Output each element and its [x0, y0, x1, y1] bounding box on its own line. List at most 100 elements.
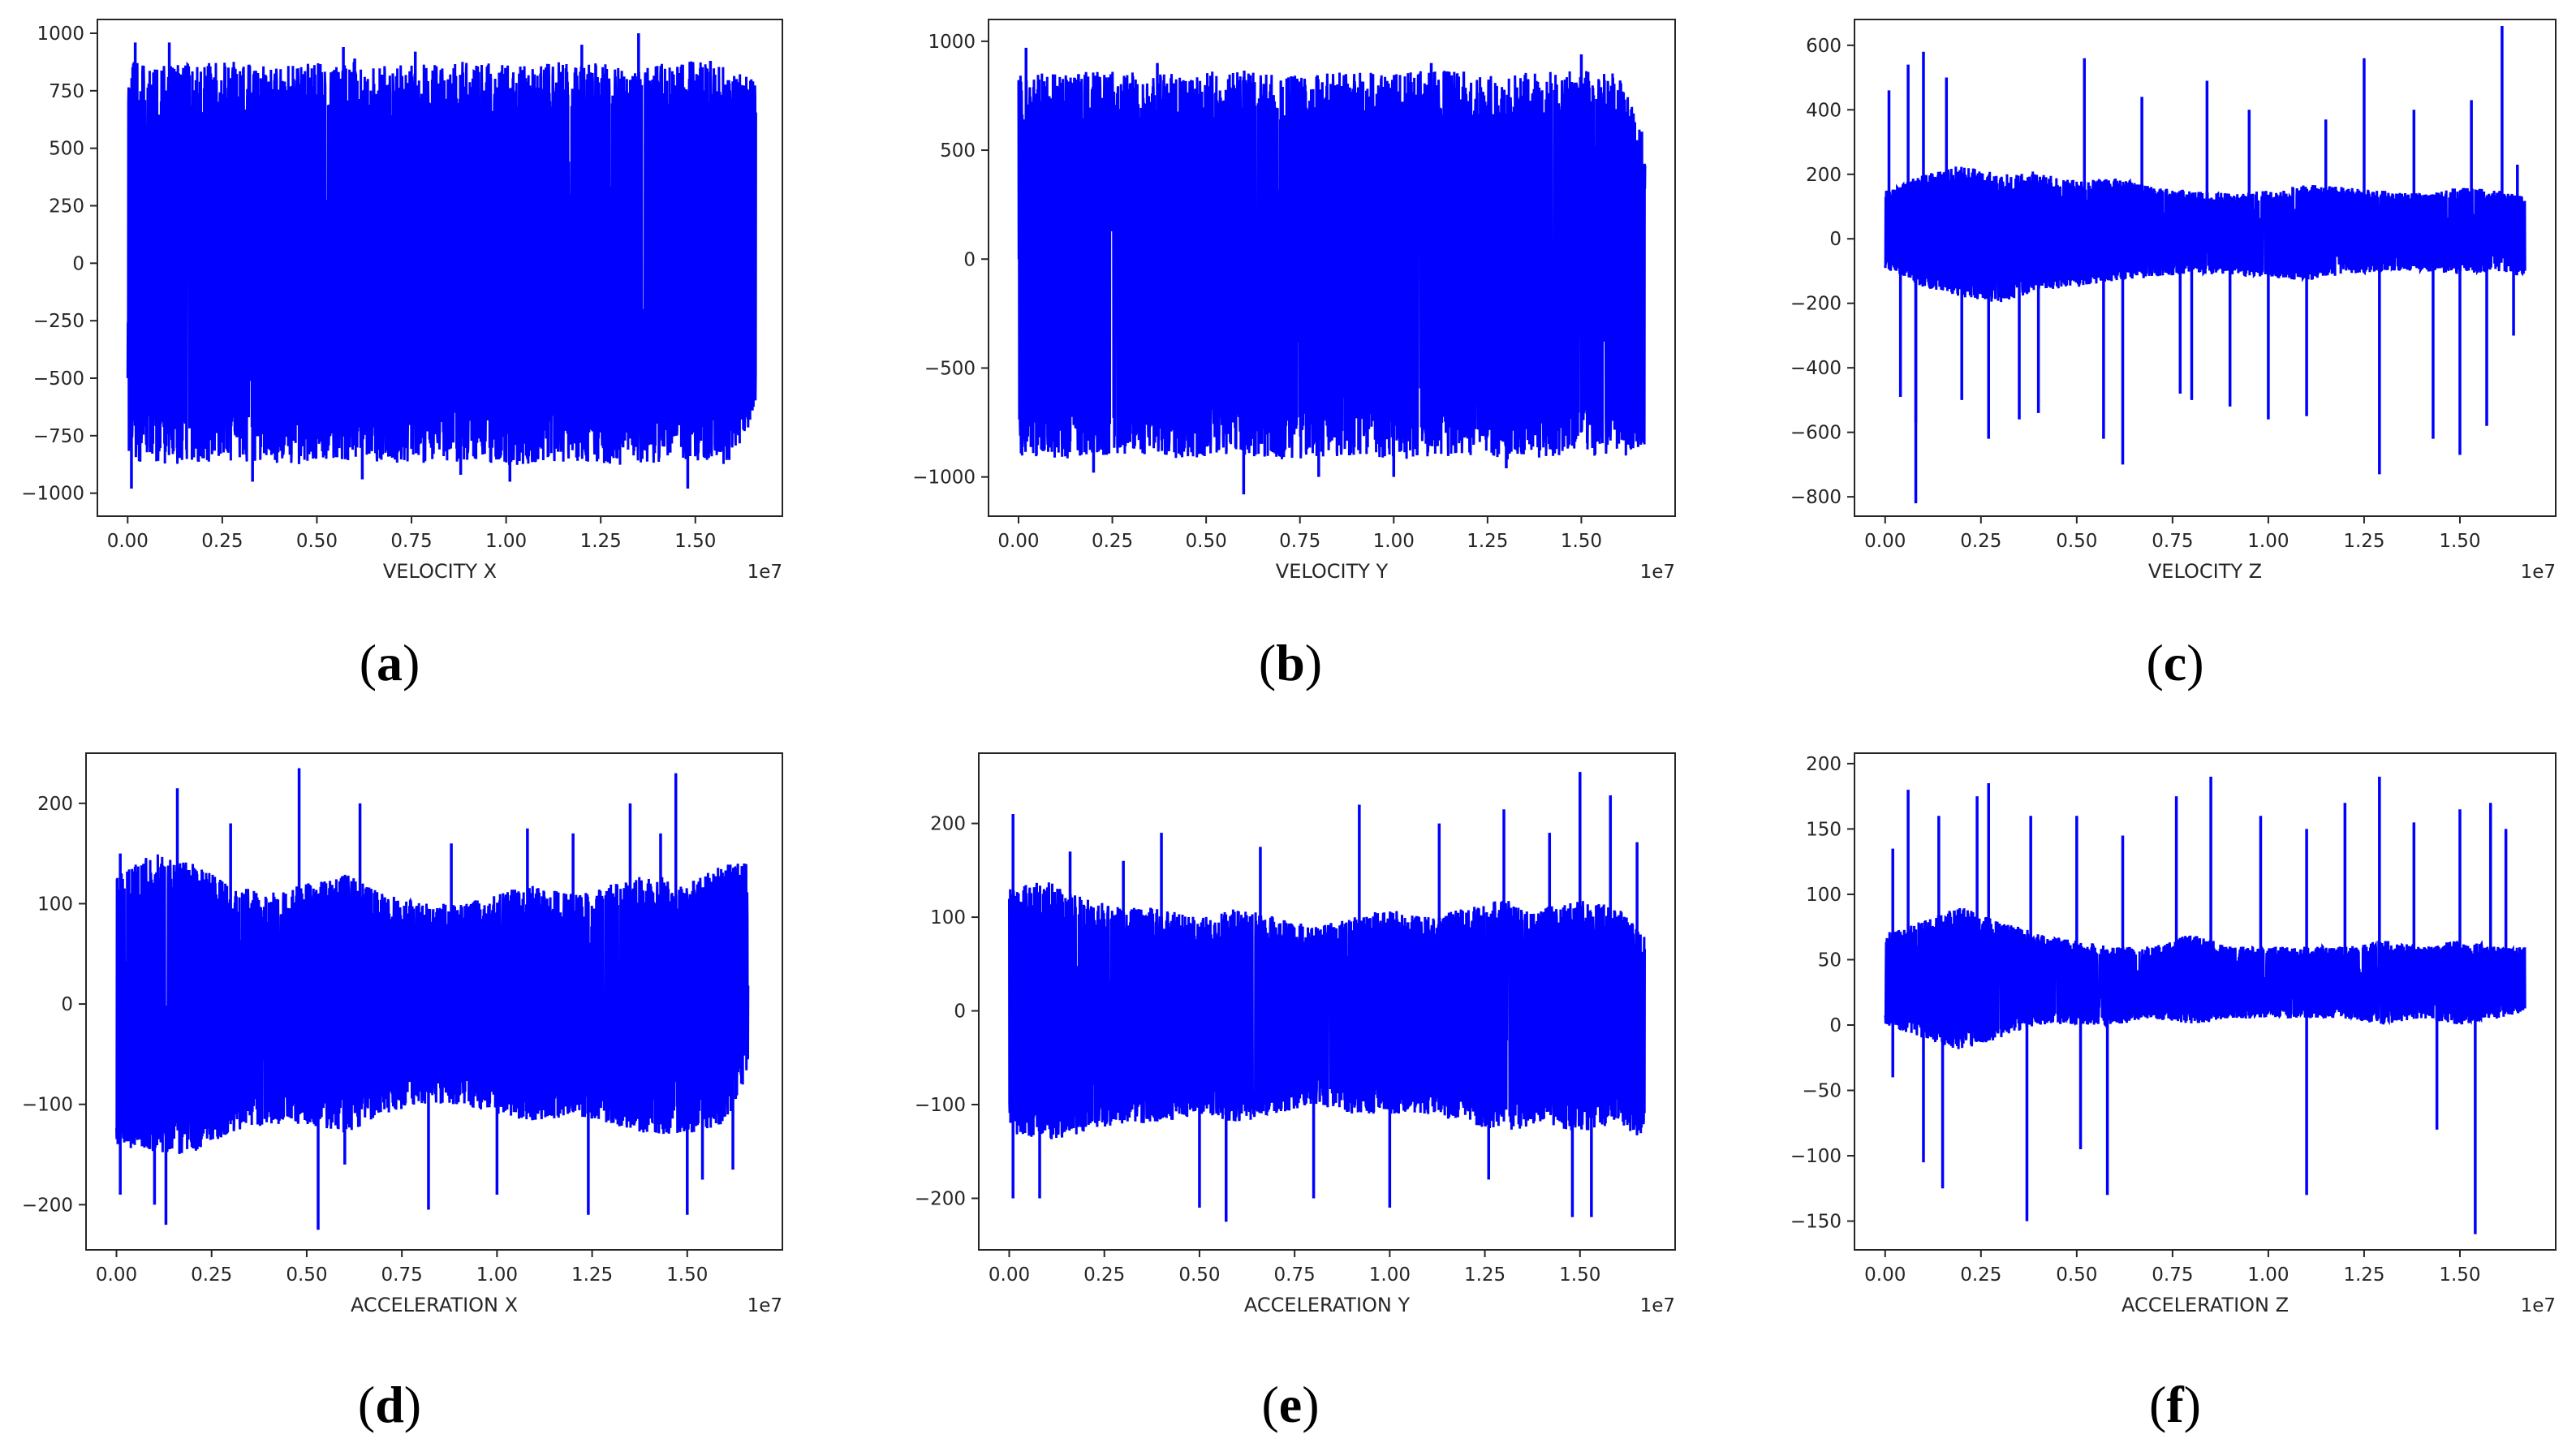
x-tick-label: 1.25: [2343, 531, 2384, 552]
x-tick-label: 0.50: [2056, 531, 2097, 552]
y-tick-label: −500: [924, 358, 976, 379]
x-axis-label: ACCELERATION X: [351, 1294, 518, 1316]
panel-caption: (e): [1261, 1376, 1319, 1433]
x-offset-label: 1e7: [747, 562, 782, 583]
y-tick-label: 200: [930, 814, 966, 835]
x-tick-label: 0.25: [191, 1264, 232, 1286]
series-line: [1017, 71, 1647, 460]
x-axis-label: VELOCITY Z: [2148, 560, 2262, 583]
y-tick-label: −200: [915, 1188, 966, 1209]
x-tick-label: 1.25: [2343, 1264, 2384, 1286]
y-tick-label: 150: [1806, 819, 1842, 840]
y-tick-label: 400: [1806, 100, 1842, 121]
series-line: [1884, 907, 2526, 1049]
axes-frame: [1854, 752, 2557, 1251]
x-tick-label: 0.25: [1083, 1264, 1125, 1286]
x-tick-label: 1.50: [2439, 531, 2480, 552]
y-tick-label: −100: [915, 1095, 966, 1116]
panel-d: 0.00 0.25 0.50 0.75 1.00 1.25 1.50 −200 −100 0 100…: [22, 752, 783, 1433]
panel-c: 0.00 0.25 0.50 0.75 1.00 1.25 1.50 −800 −600 −400…: [1790, 19, 2557, 691]
x-offset-label: 1e7: [1640, 1295, 1675, 1316]
y-tick-label: 0: [72, 253, 84, 274]
x-offset-label: 1e7: [747, 1295, 782, 1316]
spikes: [1011, 772, 1639, 1222]
y-tick-label: 750: [49, 81, 84, 102]
x-tick-label: 0.50: [2056, 1264, 2097, 1286]
y-tick-label: 50: [1818, 950, 1842, 971]
y-tick-label: 0: [1829, 229, 1842, 250]
x-tick-label: 0.25: [1960, 1264, 2001, 1286]
y-tick-label: −750: [33, 426, 84, 447]
x-tick-label: 1.25: [571, 1264, 613, 1286]
spikes: [1891, 776, 2508, 1234]
spikes: [118, 768, 746, 1230]
y-tick-label: −1000: [912, 467, 976, 489]
x-tick-label: 1.00: [1369, 1264, 1411, 1286]
panel-b: 0.00 0.25 0.50 0.75 1.00 1.25 1.50 −1000 −500 0 50…: [912, 19, 1676, 691]
series-line: [126, 61, 757, 465]
x-tick-label: 1.00: [476, 1264, 518, 1286]
panel-e: 0.00 0.25 0.50 0.75 1.00 1.25 1.50 −200 −100 0 100…: [915, 752, 1676, 1433]
x-offset-label: 1e7: [1640, 562, 1675, 583]
x-tick-label: 0.25: [1092, 531, 1133, 552]
x-tick-label: 0.75: [1279, 531, 1320, 552]
y-tick-label: 200: [1806, 754, 1842, 775]
x-tick-label: 1.00: [1373, 531, 1415, 552]
y-tick-label: 1000: [37, 24, 84, 45]
x-tick-label: 0.50: [1178, 1264, 1220, 1286]
series-line: [1884, 166, 2526, 303]
series-line: [1008, 882, 1646, 1139]
x-tick-label: 1.25: [580, 531, 622, 552]
axes-frame: [978, 752, 1676, 1251]
x-tick-label: 0.50: [1186, 531, 1227, 552]
panel-caption: (c): [2146, 634, 2203, 691]
axes-frame: [97, 19, 783, 517]
y-tick-label: −500: [33, 368, 84, 390]
panel-f: 0.00 0.25 0.50 0.75 1.00 1.25 1.50 −150 −100 −50 0…: [1790, 752, 2557, 1433]
x-axis-label: VELOCITY Y: [1276, 560, 1389, 583]
y-tick-label: 100: [37, 894, 73, 915]
x-tick-label: 1.50: [2439, 1264, 2480, 1286]
series-line: [115, 854, 750, 1154]
x-tick-label: 1.50: [666, 1264, 708, 1286]
y-tick-label: −200: [1790, 294, 1842, 315]
x-tick-label: 0.75: [2152, 531, 2193, 552]
panel-caption: (d): [358, 1376, 421, 1433]
x-tick-label: 1.00: [2247, 1264, 2289, 1286]
spikes: [1024, 47, 1583, 495]
x-tick-label: 0.00: [1864, 531, 1906, 552]
x-tick-label: 0.75: [390, 531, 432, 552]
x-tick-label: 1.50: [674, 531, 716, 552]
x-tick-label: 0.00: [96, 1264, 137, 1286]
y-tick-label: 200: [1806, 165, 1842, 186]
spikes: [130, 33, 713, 489]
panel-caption: (f): [2149, 1376, 2201, 1433]
y-tick-label: 0: [963, 249, 976, 270]
x-axis-label: ACCELERATION Z: [2122, 1294, 2289, 1316]
x-tick-label: 0.75: [2152, 1264, 2193, 1286]
x-tick-label: 0.00: [107, 531, 149, 552]
panel-caption: (b): [1259, 634, 1322, 691]
x-tick-label: 0.50: [296, 531, 338, 552]
x-tick-label: 0.25: [201, 531, 243, 552]
x-axis-label: VELOCITY X: [383, 560, 497, 583]
spikes: [1887, 25, 2519, 504]
panel-a: 0.00 0.25 0.50 0.75 1.00 1.25 1.50 −1000 −750 −50…: [21, 19, 783, 691]
x-axis-label: ACCELERATION Y: [1244, 1294, 1411, 1316]
axes-frame: [988, 19, 1676, 517]
panels: 0.00 0.25 0.50 0.75 1.00 1.25 1.50−1000−750−50…: [21, 19, 2557, 1433]
x-tick-label: 1.50: [1561, 531, 1602, 552]
y-tick-label: 500: [49, 139, 84, 160]
y-tick-label: 0: [954, 1002, 966, 1023]
x-tick-label: 0.75: [1274, 1264, 1316, 1286]
y-tick-label: 200: [37, 794, 73, 815]
x-offset-label: 1e7: [2521, 1295, 2556, 1316]
x-tick-label: 0.25: [1960, 531, 2001, 552]
y-tick-label: 0: [1829, 1015, 1842, 1036]
x-tick-label: 0.00: [1864, 1264, 1906, 1286]
y-tick-label: −100: [1790, 1146, 1842, 1167]
y-tick-label: −400: [1790, 358, 1842, 379]
y-tick-label: −800: [1790, 487, 1842, 508]
y-tick-label: 0: [61, 994, 73, 1015]
